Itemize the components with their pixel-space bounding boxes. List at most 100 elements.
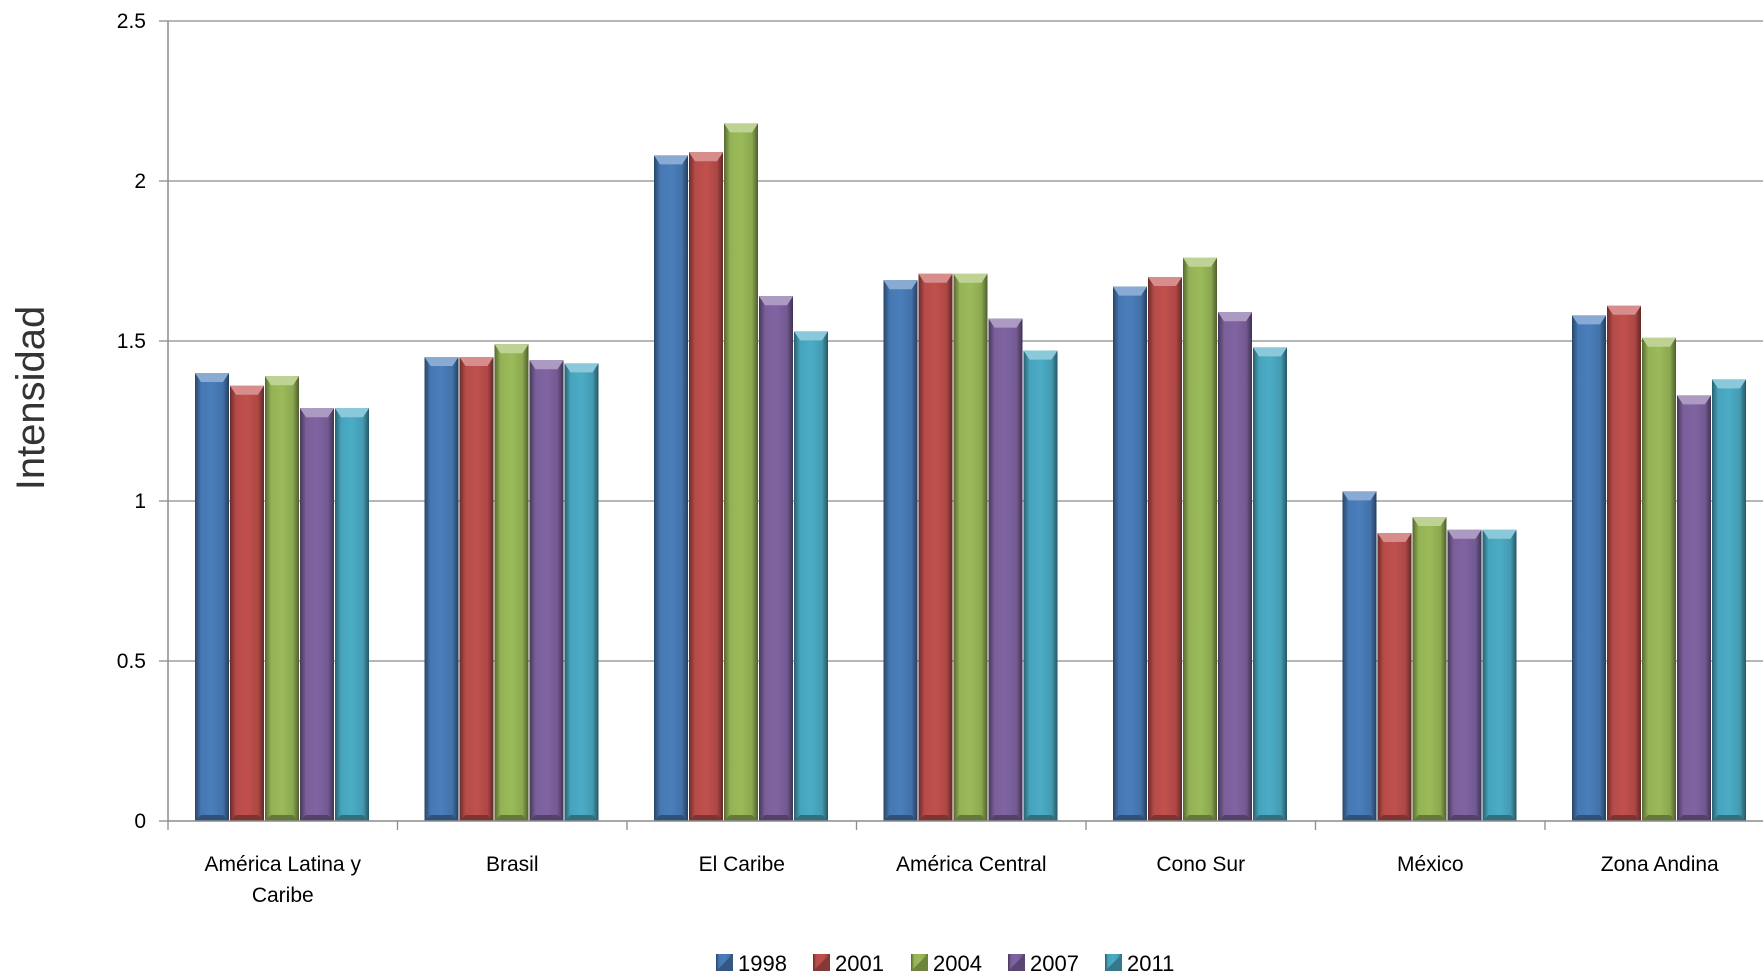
bar-top-bevel [1023, 350, 1058, 360]
bar-top-bevel [1412, 517, 1447, 526]
bar [953, 273, 988, 821]
bar-body [195, 373, 229, 821]
bar [1642, 337, 1676, 821]
axes [167, 21, 1763, 830]
bar-bottom-bevel [564, 815, 599, 821]
x-category-label: México [1397, 853, 1464, 876]
bar-body [918, 273, 953, 821]
bar-top-bevel [1253, 347, 1287, 357]
bar-body [1148, 277, 1182, 821]
bar-body [1023, 350, 1058, 821]
bar-body [424, 357, 459, 821]
bar-body [759, 296, 793, 821]
bar [689, 152, 723, 821]
bar-body [1342, 491, 1377, 821]
bar [1342, 491, 1377, 821]
bar-bottom-bevel [1183, 815, 1217, 821]
bar [459, 357, 494, 821]
bar-top-bevel [988, 318, 1023, 328]
legend-swatch-bevel [813, 954, 830, 971]
bar-top-bevel [1712, 379, 1746, 389]
x-category-label: América Latina y [205, 853, 362, 876]
bar-body [794, 331, 828, 821]
bar-top-bevel [689, 152, 723, 162]
bars [195, 123, 1746, 822]
x-category-label: El Caribe [699, 853, 785, 876]
legend-swatch-bevel [1008, 954, 1025, 971]
bar-bottom-bevel [265, 815, 299, 821]
bar-bottom-bevel [424, 815, 459, 821]
bar-top-bevel [759, 296, 793, 306]
legend-swatch-bevel [1105, 954, 1122, 971]
bar-body [953, 273, 988, 821]
legend-item: 2007 [1008, 951, 1079, 974]
bar-body [1253, 347, 1287, 821]
bar-bottom-bevel [1447, 815, 1482, 821]
bar-bottom-bevel [300, 815, 334, 821]
bar-top-bevel [459, 357, 494, 366]
bar-bottom-bevel [883, 815, 918, 821]
bar [1113, 286, 1147, 822]
bar-body [265, 376, 299, 821]
bar-body [529, 360, 564, 821]
bar-top-bevel [1342, 491, 1377, 501]
bar-top-bevel [529, 360, 564, 370]
bar-bottom-bevel [529, 815, 564, 821]
bar-body [724, 123, 758, 821]
bar-body [689, 152, 723, 821]
bar-top-bevel [335, 408, 369, 418]
bar [265, 376, 299, 821]
bar-top-bevel [1447, 529, 1482, 539]
bar [1412, 517, 1447, 821]
bar-body [494, 344, 529, 821]
legend-label: 2011 [1127, 951, 1174, 974]
bar-body [230, 385, 264, 821]
y-tick-label: 2.5 [117, 10, 146, 33]
bar-body [564, 363, 599, 821]
bar-bottom-bevel [689, 815, 723, 821]
bar-bottom-bevel [1253, 815, 1287, 821]
bar-bottom-bevel [1482, 815, 1517, 821]
bar [1447, 529, 1482, 821]
bar [1253, 347, 1287, 821]
bar-bottom-bevel [459, 815, 494, 821]
legend-swatch-bevel [716, 954, 733, 971]
bar-bottom-bevel [794, 815, 828, 821]
legend-label: 2007 [1030, 951, 1079, 974]
bar-bottom-bevel [654, 815, 688, 821]
bar-body [883, 280, 918, 821]
bar-bottom-bevel [1572, 815, 1606, 821]
legend-item: 2001 [813, 951, 884, 974]
bar [1218, 312, 1252, 821]
y-tick-label: 1 [134, 490, 146, 513]
bar-top-bevel [424, 357, 459, 366]
bar [918, 273, 953, 821]
bar [724, 123, 758, 821]
bar-body [988, 318, 1023, 821]
bar-bottom-bevel [1412, 815, 1447, 821]
y-tick-label: 0 [134, 810, 146, 833]
bar-top-bevel [654, 155, 688, 165]
bar-bottom-bevel [759, 815, 793, 821]
bar-top-bevel [230, 385, 264, 395]
bar-bottom-bevel [918, 815, 953, 821]
bar-bottom-bevel [1642, 815, 1676, 821]
bar [1677, 395, 1711, 821]
bar-body [1607, 305, 1641, 821]
bar-body [1712, 379, 1746, 821]
bar-bottom-bevel [230, 815, 264, 821]
bar-bottom-bevel [724, 815, 758, 821]
y-tick-label: 2 [134, 170, 146, 193]
bar-top-bevel [195, 373, 229, 382]
bar [654, 155, 688, 821]
x-axis-labels: América Latina y Caribe Brasil El Caribe Amé… [205, 853, 1719, 907]
bar-body [1642, 337, 1676, 821]
x-category-label: Zona Andina [1601, 853, 1719, 876]
bar [1482, 529, 1517, 821]
legend-label: 1998 [738, 951, 787, 974]
x-category-label: América Central [896, 853, 1047, 876]
bar-bottom-bevel [335, 815, 369, 821]
bar-top-bevel [794, 331, 828, 341]
bar [529, 360, 564, 821]
bar [1572, 315, 1606, 821]
